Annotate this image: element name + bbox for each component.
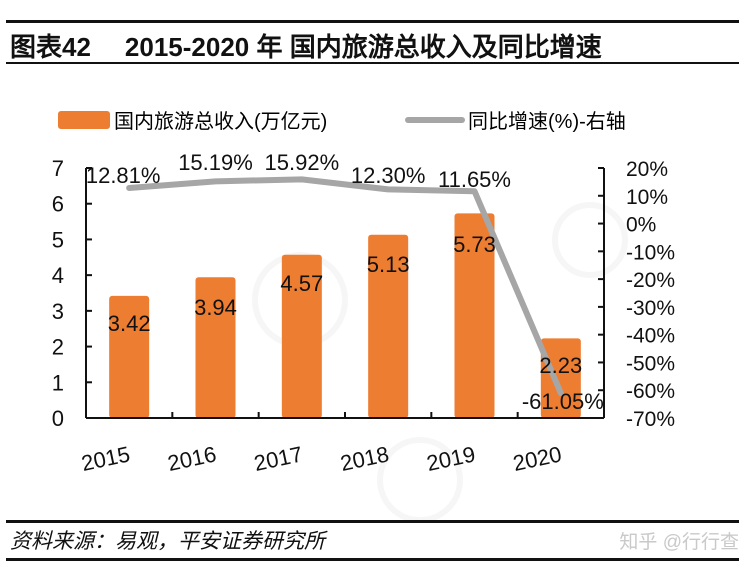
legend-label-bar: 国内旅游总收入(万亿元) <box>114 110 327 133</box>
left-tick-label: 6 <box>52 192 64 217</box>
x-tick-labels: 2015 2016 2017 2018 2019 2020 <box>79 441 564 476</box>
legend: 国内旅游总收入(万亿元) 同比增速(%)-右轴 <box>58 110 626 133</box>
line-label-2016: 15.19% <box>178 150 253 175</box>
bar-2018 <box>368 234 409 418</box>
right-tick-label: -60% <box>626 380 675 403</box>
bar-data-labels: 3.42 3.94 4.57 5.13 5.73 2.23 <box>108 232 582 378</box>
right-tick-label: 10% <box>626 186 668 209</box>
right-tick-label: -20% <box>626 269 675 292</box>
figure-title: 2015-2020 年 国内旅游总收入及同比增速 <box>124 32 602 62</box>
legend-label-line: 同比增速(%)-右轴 <box>468 110 626 133</box>
bar-label-2015: 3.42 <box>108 311 151 336</box>
line-label-2019: 11.65% <box>438 167 511 192</box>
right-tick-label: -30% <box>626 297 675 320</box>
bar-label-2017: 4.57 <box>280 271 323 296</box>
x-tick-label-2019: 2019 <box>424 441 477 476</box>
left-tick-label: 3 <box>52 299 64 324</box>
left-tick-label: 2 <box>52 335 64 360</box>
line-data-labels: 12.81% 15.19% 15.92% 12.30% 11.65% -61.05% <box>86 150 604 414</box>
bar-series <box>109 213 581 418</box>
footer-bottom-rule <box>6 558 739 561</box>
bar-label-2016: 3.94 <box>194 295 237 320</box>
right-tick-label: -40% <box>626 325 675 348</box>
x-tick-label-2015: 2015 <box>79 441 132 476</box>
right-tick-label: -10% <box>626 241 675 264</box>
bar-2019 <box>454 213 495 418</box>
axes: 0 1 2 3 4 5 6 7 20% 10% 0% -10% -20% -30% -40% -50% -60%… <box>52 156 675 431</box>
right-tick-label: -50% <box>626 352 675 375</box>
x-tick-label-2017: 2017 <box>252 441 305 476</box>
chart-title: 图表42 2015-2020 年 国内旅游总收入及同比增速 <box>10 27 602 64</box>
bar-label-2020: 2.23 <box>539 353 582 378</box>
right-tick-label: -70% <box>626 408 675 431</box>
line-label-2017: 15.92% <box>265 150 340 175</box>
right-tick-label: 20% <box>626 158 668 181</box>
watermark-credit: 知乎 @行行查 <box>619 532 739 553</box>
left-tick-label: 7 <box>52 156 64 181</box>
bar-label-2018: 5.13 <box>367 252 410 277</box>
legend-swatch-bar <box>58 111 110 129</box>
bar-2017 <box>281 254 322 418</box>
growth-line <box>126 176 564 397</box>
bar-2016 <box>195 277 236 418</box>
x-tick-label-2016: 2016 <box>165 441 218 476</box>
line-series <box>126 176 564 397</box>
left-tick-label: 5 <box>52 227 64 252</box>
source-note: 资料来源：易观，平安证券研究所 <box>10 529 325 553</box>
figure-label: 图表42 <box>10 32 91 62</box>
line-label-2018: 12.30% <box>351 163 426 188</box>
title-bottom-rule <box>6 62 739 64</box>
left-tick-label: 1 <box>52 370 64 395</box>
right-tick-label: 0% <box>626 214 656 237</box>
line-label-2015: 12.81% <box>86 163 161 188</box>
bar-2015 <box>109 295 150 418</box>
x-tick-label-2020: 2020 <box>511 441 564 476</box>
footer-top-rule <box>6 520 739 523</box>
left-tick-label: 4 <box>52 263 64 288</box>
bar-label-2019: 5.73 <box>453 232 496 257</box>
line-label-2020: -61.05% <box>522 389 604 414</box>
bar-2020 <box>540 338 581 418</box>
title-top-rule <box>6 20 739 23</box>
left-tick-label: 0 <box>52 406 64 431</box>
